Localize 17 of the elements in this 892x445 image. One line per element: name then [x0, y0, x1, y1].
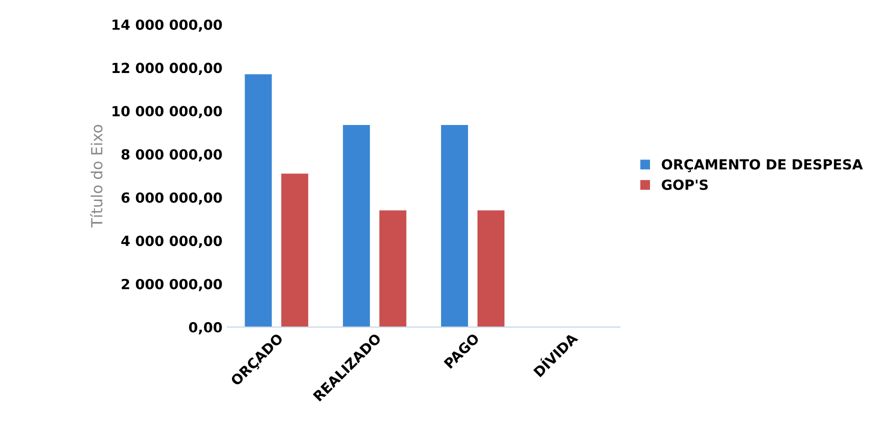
y-tick-label: 2 000 000,00	[122, 278, 222, 292]
y-tick-label: 8 000 000,00	[122, 149, 222, 162]
bar	[244, 74, 272, 328]
legend-label: ORÇAMENTO DE DESPESA	[662, 159, 863, 172]
bar	[379, 210, 406, 328]
bar	[342, 124, 370, 328]
y-tick-label: 12 000 000,00	[112, 62, 222, 75]
legend-label: GOP'S	[662, 179, 708, 190]
y-tick-label: 6 000 000,00	[122, 192, 222, 205]
y-tick-label: 4 000 000,00	[121, 236, 222, 248]
y-tick-label: 0,00	[188, 322, 222, 334]
bar	[477, 210, 504, 328]
y-axis-title: Título do Eixo	[90, 124, 102, 228]
y-tick-label: 14 000 000,00	[112, 19, 222, 32]
bar	[441, 124, 468, 328]
y-tick-label: 10 000 000,00	[112, 106, 222, 118]
bar	[281, 174, 308, 328]
